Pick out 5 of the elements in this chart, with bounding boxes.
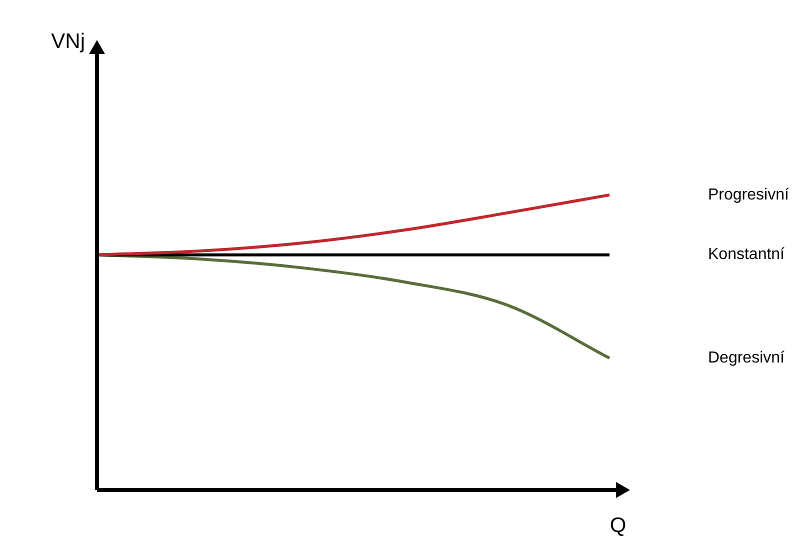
text: Degresivní: [708, 350, 786, 367]
x-axis-title: Q: [610, 514, 626, 537]
text: Konstantní: [708, 246, 786, 264]
text: VNj: [51, 30, 85, 53]
text: Progresivní: [708, 186, 790, 204]
